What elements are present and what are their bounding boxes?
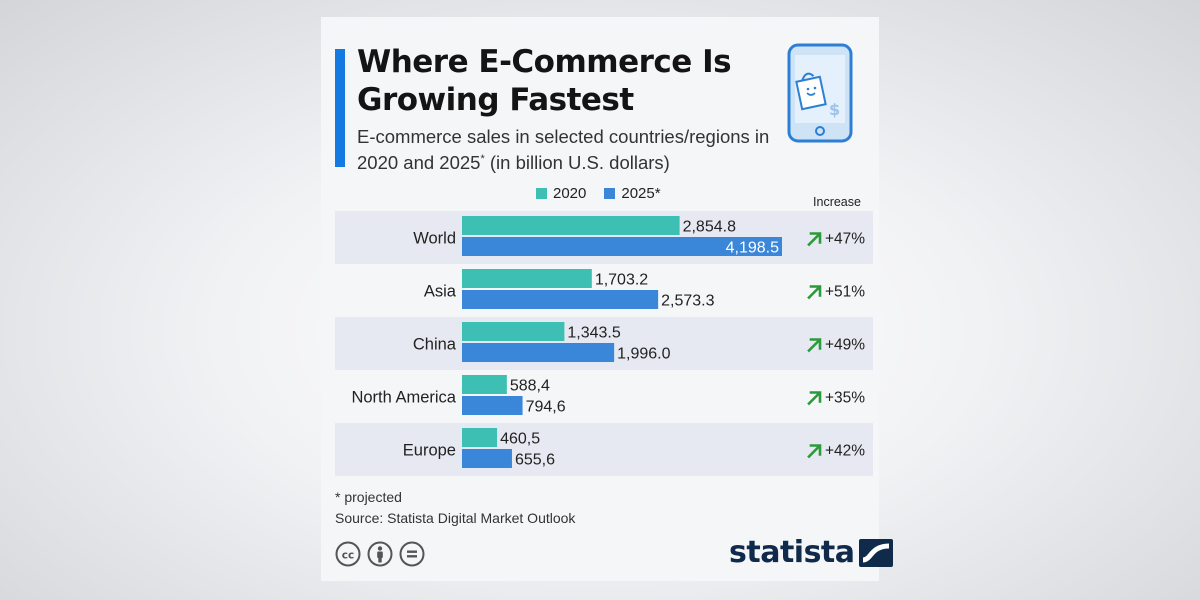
source-note: Source: Statista Digital Market Outlook xyxy=(335,510,576,526)
svg-text:$: $ xyxy=(829,100,840,119)
chart-subtitle-text: E-commerce sales in selected countries/r… xyxy=(357,126,770,174)
bar xyxy=(462,428,498,447)
no-derivatives-icon[interactable] xyxy=(399,541,425,567)
data-label: 2,573.3 xyxy=(661,293,714,310)
legend-item-2020: 2020 xyxy=(536,185,586,202)
increase-column-header: Increase xyxy=(813,195,861,209)
bar xyxy=(462,396,523,415)
category-label: Asia xyxy=(424,283,457,301)
legend-label-2020: 2020 xyxy=(553,185,587,202)
legend-item-2025: 2025* xyxy=(604,185,661,202)
attribution-icon[interactable] xyxy=(367,541,393,567)
title-accent-bar xyxy=(335,49,345,167)
data-label: 1,996.0 xyxy=(617,346,670,363)
increase-value: +47% xyxy=(825,231,865,248)
legend-swatch-2020 xyxy=(536,188,547,199)
bar xyxy=(462,237,782,256)
statista-logo[interactable]: statista xyxy=(729,535,893,570)
legend-swatch-2025 xyxy=(604,188,616,199)
bar xyxy=(462,216,680,235)
category-label: World xyxy=(413,230,456,248)
data-label: 588,4 xyxy=(510,378,550,395)
creative-commons-icon[interactable]: cc xyxy=(335,541,361,567)
data-label: 2,854.8 xyxy=(683,219,736,236)
row-band xyxy=(335,370,873,423)
category-label: Europe xyxy=(403,442,456,460)
data-label: 655,6 xyxy=(515,452,555,469)
category-label: North America xyxy=(351,389,456,407)
statista-mark-icon xyxy=(858,538,893,567)
arrow-up-right-icon xyxy=(807,232,822,247)
legend: 2020 2025* xyxy=(536,185,661,202)
arrow-up-right-icon xyxy=(807,285,822,300)
data-label: 460,5 xyxy=(500,431,540,448)
bar xyxy=(462,322,565,341)
increase-value: +35% xyxy=(825,390,865,407)
data-label: 1,703.2 xyxy=(595,272,648,289)
category-label: China xyxy=(413,336,457,354)
projected-note: * projected xyxy=(335,489,402,505)
bar xyxy=(462,449,512,468)
license-icons: cc xyxy=(335,541,425,567)
infographic-card: Where E-Commerce Is Growing Fastest E-co… xyxy=(321,17,893,581)
data-label: 1,343.5 xyxy=(567,325,620,342)
arrow-up-right-icon xyxy=(807,444,822,459)
chart-subtitle: E-commerce sales in selected countries/r… xyxy=(357,125,787,174)
data-label: 4,198.5 xyxy=(726,240,779,257)
increase-value: +42% xyxy=(825,443,865,460)
increase-value: +49% xyxy=(825,337,865,354)
bar xyxy=(462,290,659,309)
bar xyxy=(462,269,592,288)
svg-text:cc: cc xyxy=(342,550,354,562)
legend-label-2025: 2025* xyxy=(621,185,661,202)
arrow-up-right-icon xyxy=(807,338,822,353)
bar-chart: World 2,854.8 4,198.5 +47% Asia 1,703.2 2,573.… xyxy=(335,211,873,476)
chart-title: Where E-Commerce Is Growing Fastest xyxy=(357,44,732,118)
bar xyxy=(462,375,507,394)
brand-name: statista xyxy=(729,535,855,570)
row-band xyxy=(335,423,873,476)
bar xyxy=(462,343,615,362)
arrow-up-right-icon xyxy=(807,391,822,406)
footnotes: * projected Source: Statista Digital Mar… xyxy=(335,487,575,529)
increase-value: +51% xyxy=(825,284,865,301)
data-label: 794,6 xyxy=(526,399,566,416)
subtitle-asterisk: * xyxy=(480,153,485,165)
smartphone-shopping-bag-icon: $ xyxy=(787,43,853,143)
